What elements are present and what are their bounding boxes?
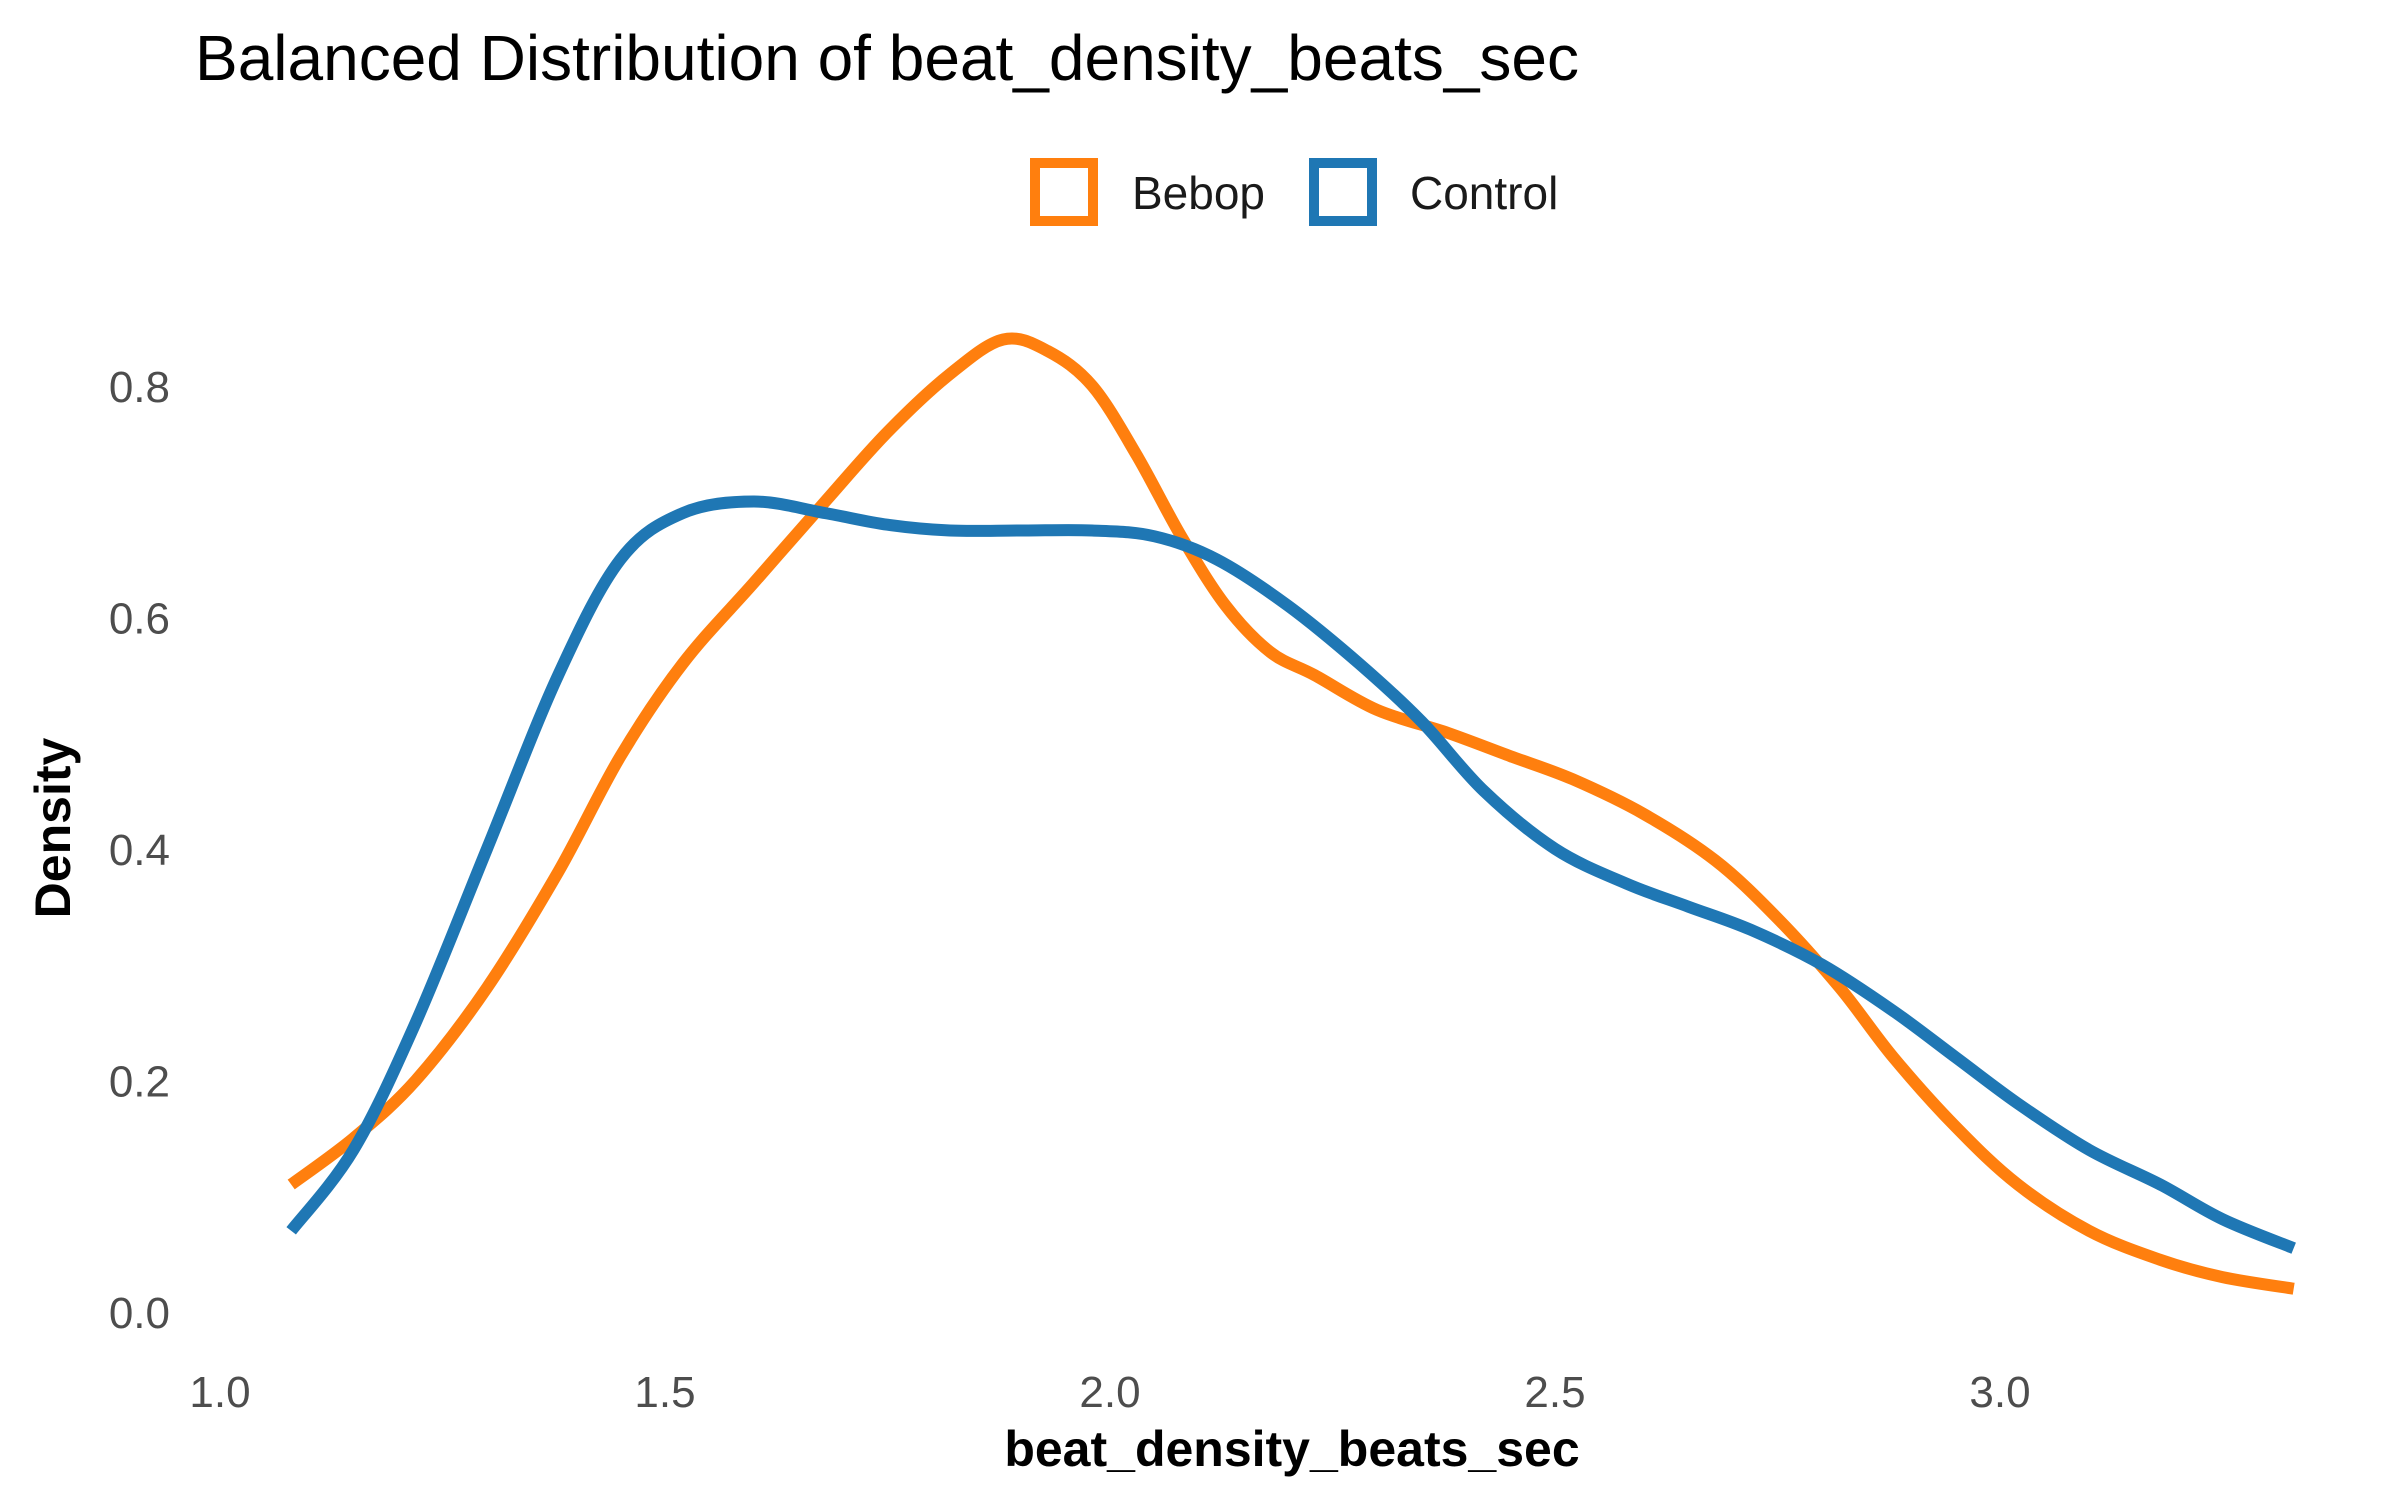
x-tick-label: 2.0 [1079, 1368, 1140, 1417]
legend-label-bebop: Bebop [1132, 167, 1265, 219]
legend-key-bebop [1030, 158, 1098, 226]
x-axis-ticks: 1.0 1.5 2.0 2.5 3.0 [189, 1368, 2030, 1417]
y-tick-label: 0.4 [109, 826, 170, 875]
x-tick-label: 3.0 [1969, 1368, 2030, 1417]
legend-key-control [1309, 158, 1377, 226]
chart-title: Balanced Distribution of beat_density_be… [195, 22, 1579, 94]
series-line-control [286, 495, 2296, 1254]
x-axis-title: beat_density_beats_sec [1004, 1421, 1579, 1477]
y-tick-label: 0.8 [109, 363, 170, 412]
legend: Bebop Control [1030, 158, 1558, 226]
x-tick-label: 1.5 [634, 1368, 695, 1417]
series-line-bebop [287, 332, 2295, 1295]
legend-label-control: Control [1410, 167, 1558, 219]
y-tick-label: 0.2 [109, 1057, 170, 1106]
plot-lines [286, 332, 2296, 1295]
y-tick-label: 0.0 [109, 1289, 170, 1338]
x-tick-label: 1.0 [189, 1368, 250, 1417]
y-axis-title: Density [25, 738, 81, 919]
y-tick-label: 0.6 [109, 594, 170, 643]
y-axis-ticks: 0.0 0.2 0.4 0.6 0.8 [109, 363, 170, 1338]
x-tick-label: 2.5 [1524, 1368, 1585, 1417]
